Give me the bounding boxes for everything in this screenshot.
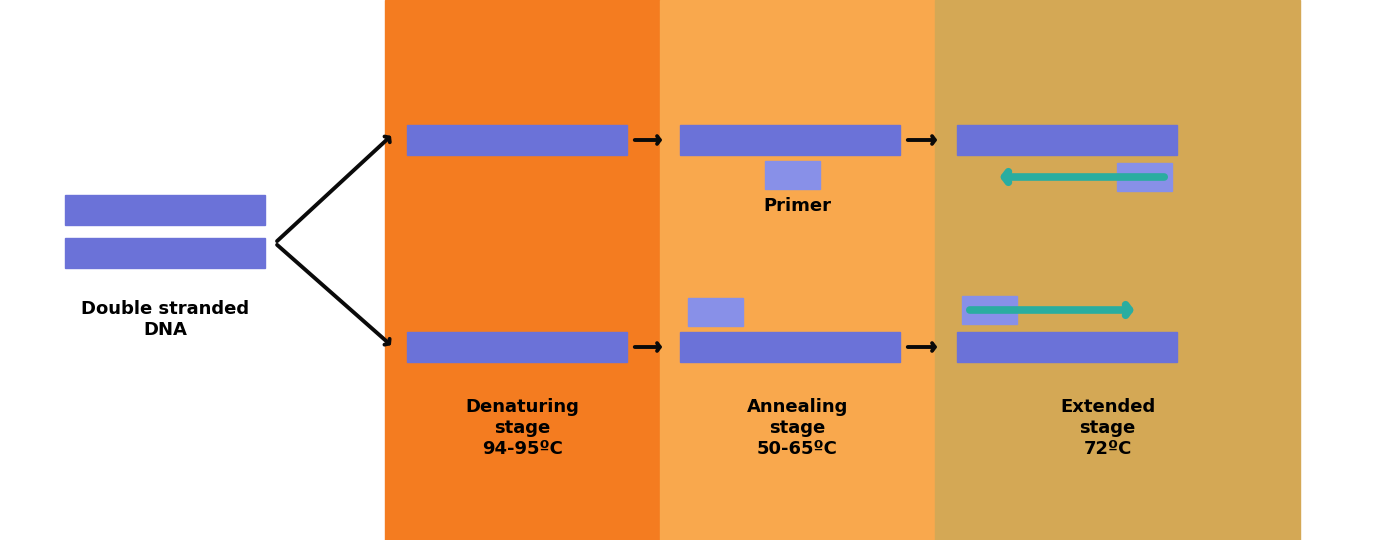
Bar: [64, 195, 265, 225]
Bar: [764, 161, 820, 189]
Text: Denaturing
stage
94-95ºC: Denaturing stage 94-95ºC: [466, 398, 580, 457]
Bar: [407, 332, 627, 362]
Bar: [1117, 163, 1172, 191]
Bar: [680, 332, 900, 362]
Bar: [935, 0, 1301, 540]
Text: Annealing
stage
50-65ºC: Annealing stage 50-65ºC: [746, 398, 848, 457]
Bar: [680, 125, 900, 155]
Text: Primer: Primer: [763, 197, 832, 215]
Bar: [64, 238, 265, 268]
Bar: [659, 0, 935, 540]
Bar: [962, 296, 1016, 324]
Text: Extended
stage
72ºC: Extended stage 72ºC: [1060, 398, 1155, 457]
Bar: [385, 0, 659, 540]
Bar: [958, 332, 1177, 362]
Bar: [407, 125, 627, 155]
Bar: [687, 298, 743, 326]
Text: Double stranded
DNA: Double stranded DNA: [81, 300, 249, 339]
Bar: [958, 125, 1177, 155]
